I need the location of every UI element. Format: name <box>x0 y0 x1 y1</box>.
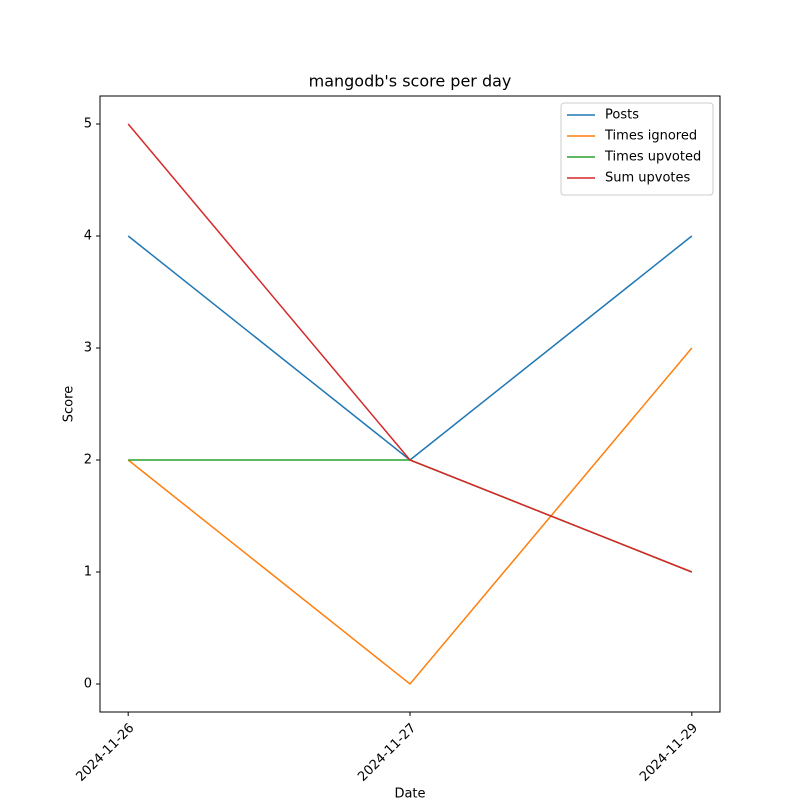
x-tick-label: 2024-11-26 <box>73 721 137 785</box>
legend-label: Sum upvotes <box>605 171 691 186</box>
legend-box <box>560 102 714 196</box>
y-tick-label: 3 <box>84 341 92 356</box>
y-tick-label: 4 <box>84 229 92 244</box>
x-tick-label: 2024-11-27 <box>355 721 419 785</box>
y-tick-label: 0 <box>84 677 92 692</box>
line-series <box>127 123 693 573</box>
line-series <box>127 235 693 461</box>
legend-label: Posts <box>605 108 639 123</box>
y-tick-label: 1 <box>84 565 92 580</box>
x-axis-label: Date <box>394 787 425 800</box>
y-axis-label: Score <box>62 386 77 422</box>
plot-frame <box>99 95 721 713</box>
x-tick-label: 2024-11-29 <box>637 721 701 785</box>
legend-label: Times upvoted <box>604 150 701 165</box>
y-tick-label: 2 <box>84 453 92 468</box>
y-tick-label: 5 <box>84 117 92 132</box>
line-series <box>128 459 693 573</box>
legend-label: Times ignored <box>604 129 697 144</box>
legend: Posts Times ignored Times upvoted Sum upvot… <box>560 102 714 196</box>
chart-title: mangodb's score per day <box>309 72 512 91</box>
line-series <box>127 347 693 686</box>
